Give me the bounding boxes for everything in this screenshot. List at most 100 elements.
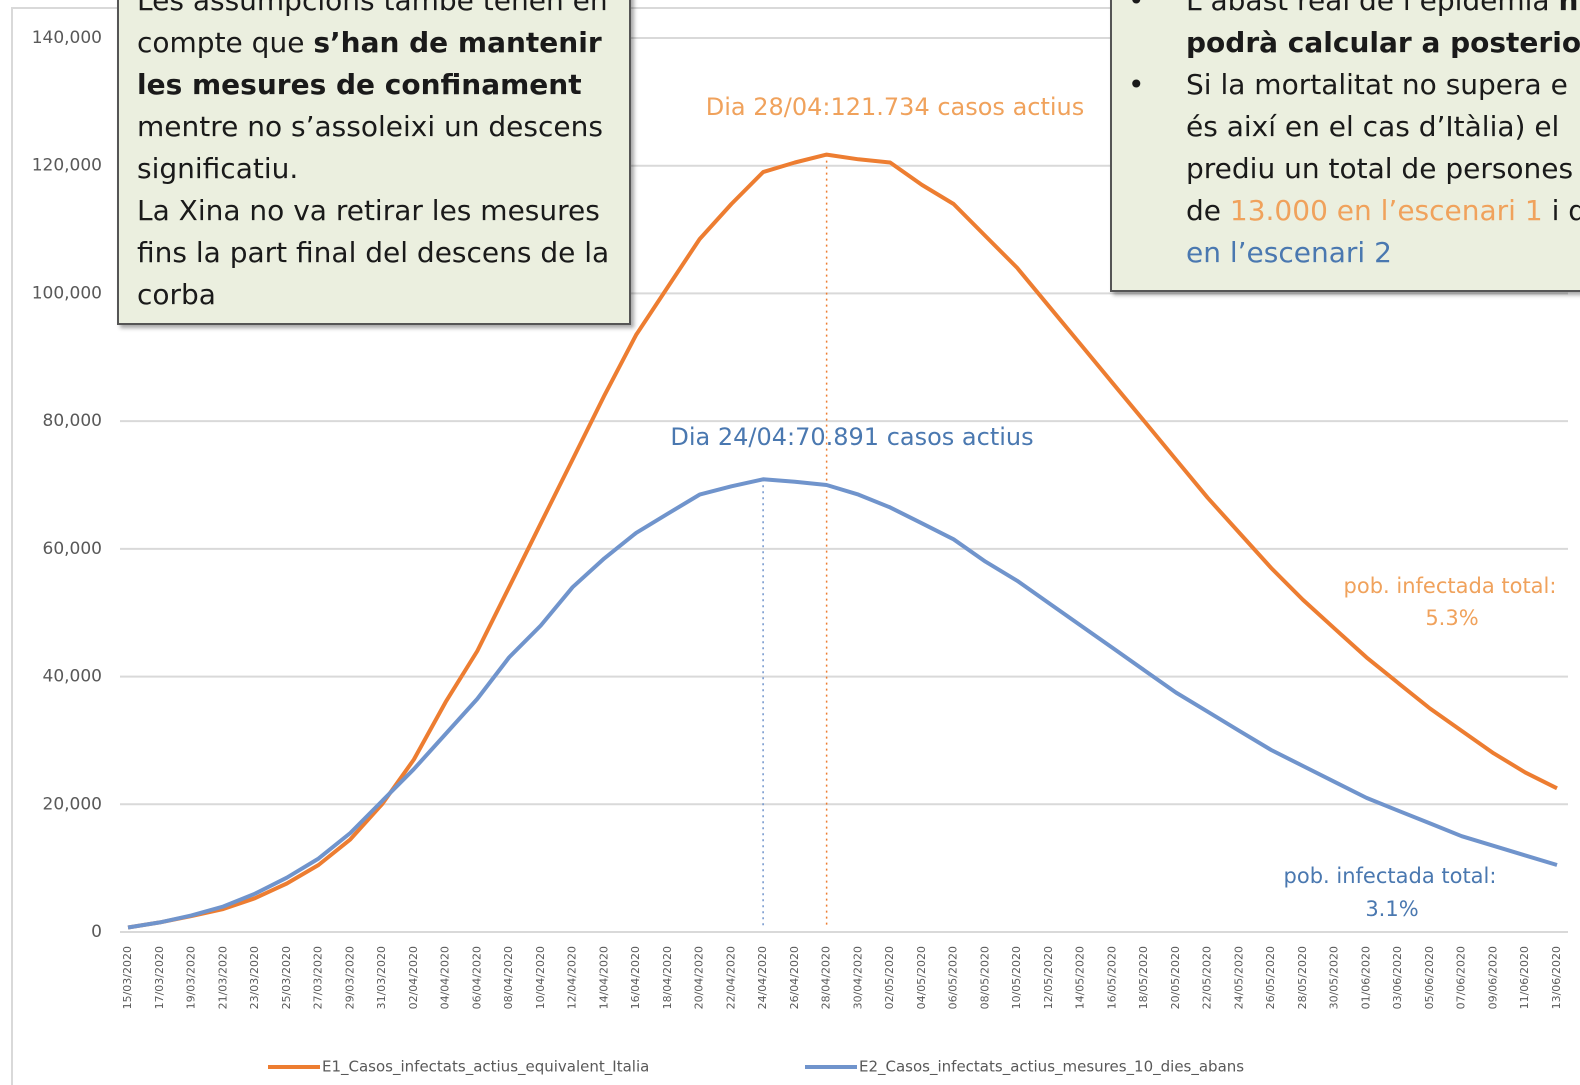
series-line: [127, 477, 1558, 930]
x-tick-label: 30/05/2020: [1328, 946, 1341, 1009]
x-tick-label: 14/04/2020: [597, 946, 610, 1009]
text-run: mentre no s’assoleixi un descens: [137, 110, 603, 143]
text-run: corba: [137, 278, 216, 311]
x-tick-label: 10/05/2020: [1010, 946, 1023, 1009]
x-tick-label: 17/03/2020: [153, 946, 166, 1009]
bullet: •: [1128, 68, 1145, 101]
x-tick-label: 01/06/2020: [1359, 946, 1372, 1009]
text-line: • L’abast real de l’epidèmia n: [1128, 0, 1580, 22]
y-tick-label: 140,000: [32, 28, 102, 48]
x-tick-label: 19/03/2020: [185, 946, 198, 1009]
x-tick-label: 24/04/2020: [756, 946, 769, 1009]
text-line: mentre no s’assoleixi un descens: [137, 106, 629, 148]
text-line: en l’escenari 2: [1128, 232, 1580, 274]
text-line: Les assumpcions també tenen en: [137, 0, 629, 22]
x-tick-label: 05/06/2020: [1423, 946, 1436, 1009]
x-tick-label: 04/05/2020: [915, 946, 928, 1009]
y-tick-label: 100,000: [32, 283, 102, 303]
text-run: L’abast real de l’epidèmia: [1186, 0, 1559, 17]
x-tick-label: 20/05/2020: [1169, 946, 1182, 1009]
text-line: • Si la mortalitat no supera e: [1128, 64, 1580, 106]
text-run: les mesures de confinament: [137, 68, 582, 101]
total-label: 5.3%: [1425, 606, 1478, 630]
text-run: La Xina no va retirar les mesures: [137, 194, 600, 227]
right-text-box: • L’abast real de l’epidèmia n podrà calcu…: [1110, 0, 1580, 292]
text-line: les mesures de confinament: [137, 64, 629, 106]
y-tick-label: 0: [91, 922, 102, 942]
x-tick-label: 20/04/2020: [693, 946, 706, 1009]
x-tick-label: 09/06/2020: [1486, 946, 1499, 1009]
x-tick-label: 14/05/2020: [1074, 946, 1087, 1009]
x-tick-label: 10/04/2020: [534, 946, 547, 1009]
text-run: significatiu.: [137, 152, 299, 185]
text-line: fins la part final del descens de la: [137, 232, 629, 274]
series-line: [127, 152, 1558, 930]
text-run: Si la mortalitat no supera e: [1186, 68, 1568, 101]
text-line: La Xina no va retirar les mesures: [137, 190, 629, 232]
text-run: i d: [1551, 194, 1580, 227]
total-label: 3.1%: [1365, 897, 1418, 921]
x-tick-label: 02/04/2020: [407, 946, 420, 1009]
text-line: és així en el cas d’Itàlia) el: [1128, 106, 1580, 148]
text-run: s’han de mantenir: [313, 26, 602, 59]
bullet: •: [1128, 0, 1145, 17]
legend-label: E1_Casos_infectats_actius_equivalent_Ita…: [322, 1058, 649, 1077]
x-tick-label: 08/04/2020: [502, 946, 515, 1009]
peak-label: Dia 28/04:121.734 casos actius: [706, 93, 1085, 121]
x-tick-label: 11/06/2020: [1518, 946, 1531, 1009]
text-line: prediu un total de persones: [1128, 148, 1580, 190]
x-tick-label: 16/05/2020: [1105, 946, 1118, 1009]
x-tick-label: 15/03/2020: [121, 946, 134, 1009]
chart-frame: [11, 7, 1580, 1085]
x-tick-label: 06/05/2020: [947, 946, 960, 1009]
text-run: podrà calcular a posteriori: [1186, 26, 1580, 59]
x-tick-label: 18/05/2020: [1137, 946, 1150, 1009]
x-tick-label: 28/04/2020: [820, 946, 833, 1009]
x-tick-label: 23/03/2020: [248, 946, 261, 1009]
x-tick-label: 21/03/2020: [216, 946, 229, 1009]
x-tick-label: 27/03/2020: [312, 946, 325, 1009]
x-tick-label: 18/04/2020: [661, 946, 674, 1009]
x-tick-label: 07/06/2020: [1455, 946, 1468, 1009]
x-tick-label: 22/05/2020: [1201, 946, 1214, 1009]
x-tick-label: 22/04/2020: [724, 946, 737, 1009]
text-run: en l’escenari 2: [1186, 236, 1392, 269]
text-line: significatiu.: [137, 148, 629, 190]
text-run: és així en el cas d’Itàlia) el: [1186, 110, 1560, 143]
text-run: Les assumpcions també tenen en: [137, 0, 608, 17]
x-tick-label: 30/04/2020: [851, 946, 864, 1009]
text-line: de 13.000 en l’escenari 1 i d: [1128, 190, 1580, 232]
x-tick-label: 08/05/2020: [978, 946, 991, 1009]
text-run: de: [1186, 194, 1230, 227]
text-run: fins la part final del descens de la: [137, 236, 610, 269]
y-tick-label: 80,000: [43, 411, 102, 431]
x-tick-label: 12/05/2020: [1042, 946, 1055, 1009]
y-tick-label: 20,000: [43, 794, 102, 814]
y-tick-label: 40,000: [43, 667, 102, 687]
x-tick-label: 03/06/2020: [1391, 946, 1404, 1009]
text-run: compte que: [137, 26, 314, 59]
peak-label: Dia 24/04:70.891 casos actius: [670, 423, 1033, 451]
total-label: pob. infectada total:: [1344, 574, 1557, 598]
text-line: corba: [137, 274, 629, 316]
y-tick-label: 120,000: [32, 156, 102, 176]
x-tick-label: 26/05/2020: [1264, 946, 1277, 1009]
x-tick-label: 02/05/2020: [883, 946, 896, 1009]
text-run: prediu un total de persones: [1186, 152, 1574, 185]
x-tick-label: 12/04/2020: [566, 946, 579, 1009]
legend-label: E2_Casos_infectats_actius_mesures_10_die…: [859, 1058, 1244, 1077]
x-tick-label: 26/04/2020: [788, 946, 801, 1009]
text-run: n: [1558, 0, 1579, 17]
x-tick-label: 24/05/2020: [1232, 946, 1245, 1009]
x-tick-label: 29/03/2020: [343, 946, 356, 1009]
x-tick-label: 13/06/2020: [1550, 946, 1563, 1009]
text-line: compte que s’han de mantenir: [137, 22, 629, 64]
total-label: pob. infectada total:: [1284, 864, 1497, 888]
x-tick-label: 04/04/2020: [439, 946, 452, 1009]
text-line: podrà calcular a posteriori: [1128, 22, 1580, 64]
left-text-box: Les assumpcions també tenen en compte que…: [117, 0, 631, 325]
x-tick-label: 25/03/2020: [280, 946, 293, 1009]
x-tick-label: 06/04/2020: [470, 946, 483, 1009]
text-run: 13.000 en l’escenari 1: [1229, 194, 1543, 227]
